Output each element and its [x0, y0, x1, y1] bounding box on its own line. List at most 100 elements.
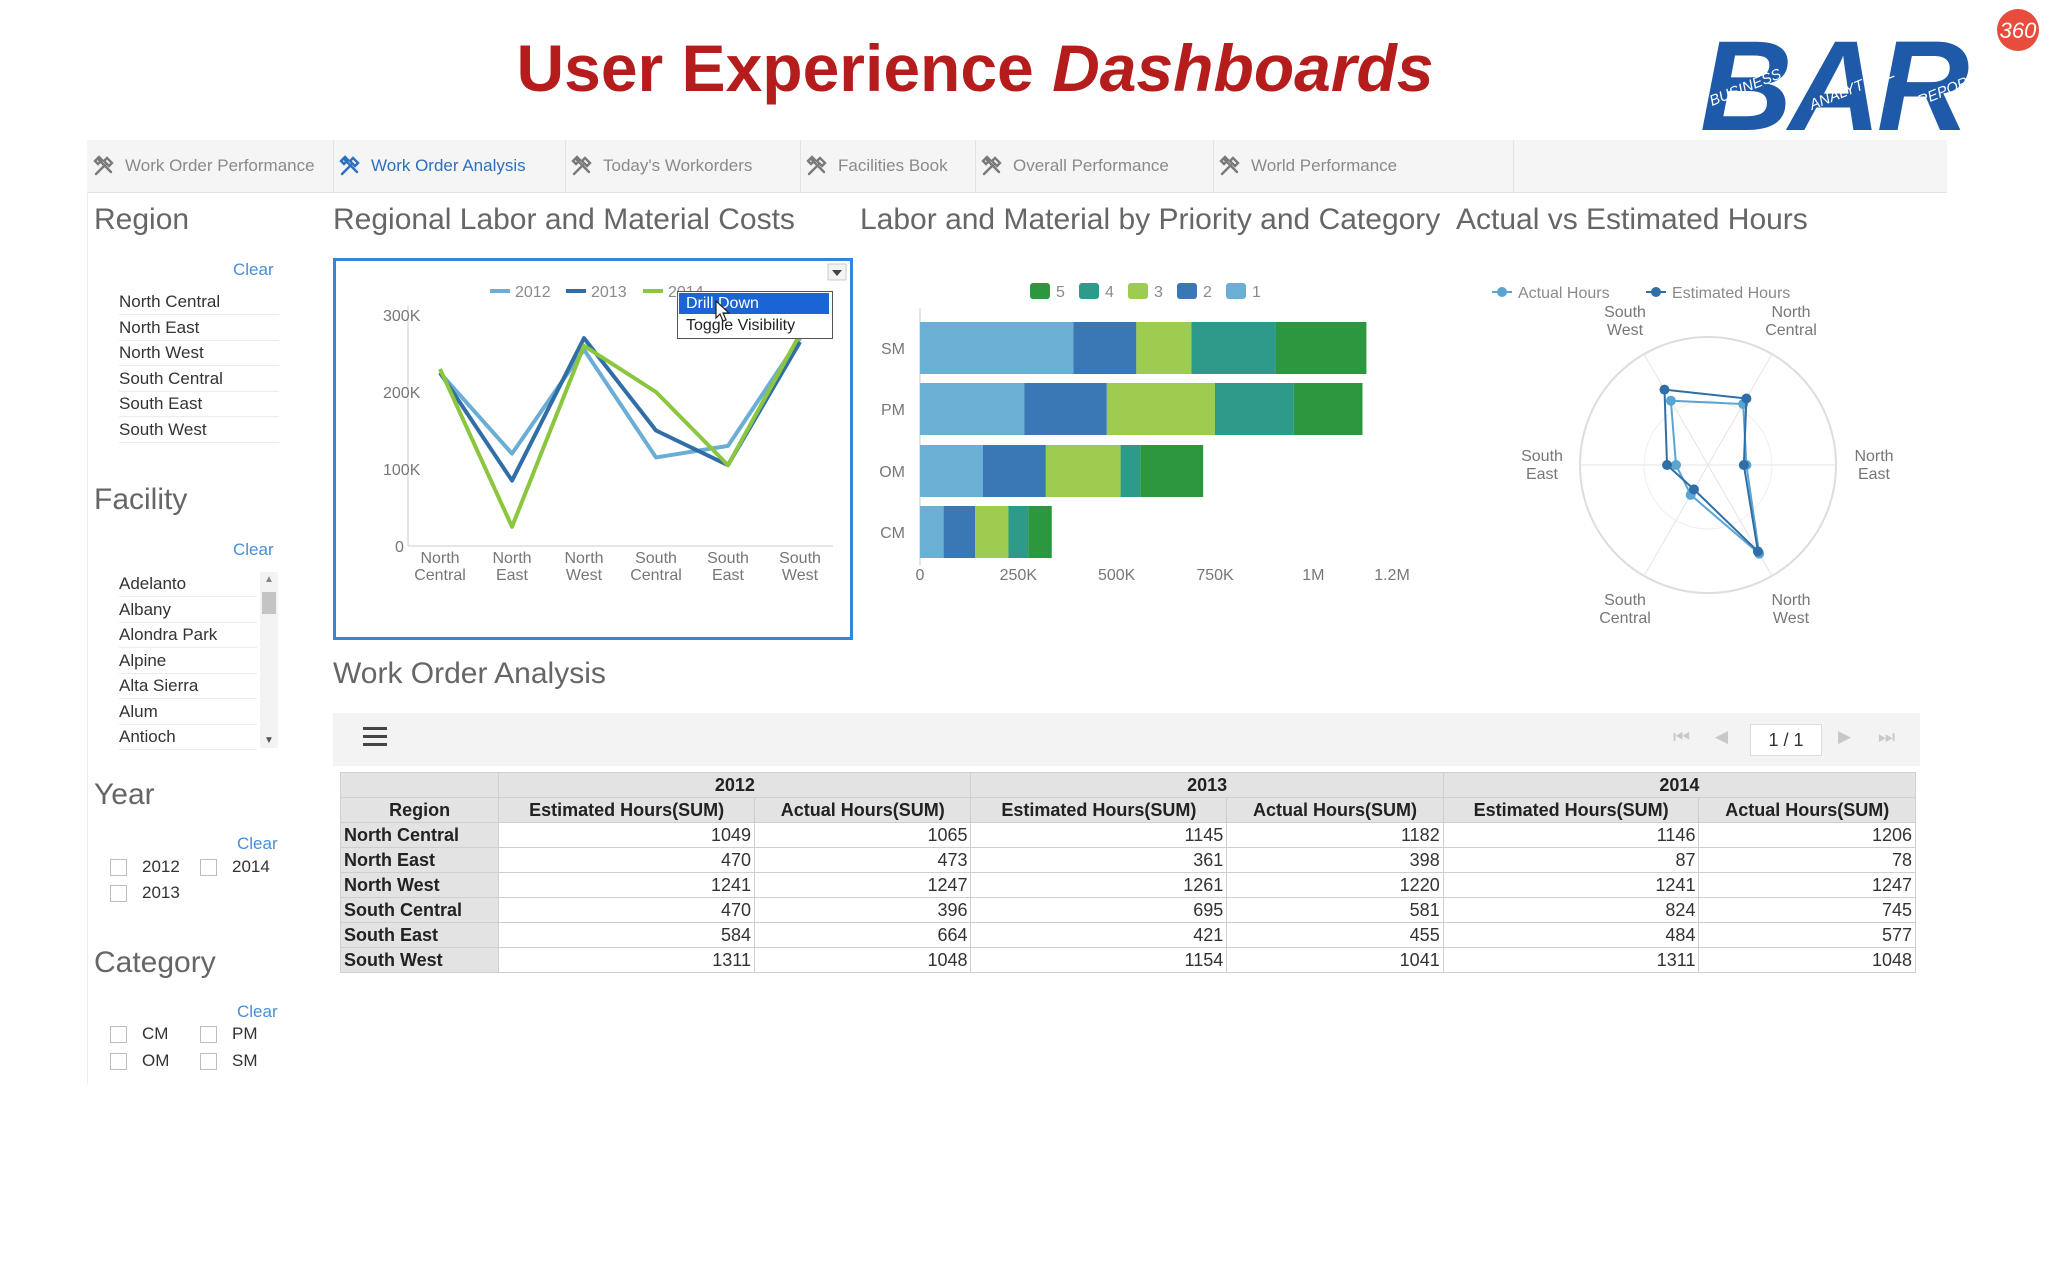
category-checkbox-pm[interactable]	[200, 1026, 217, 1043]
legend-label-estimated-hours[interactable]: Estimated Hours	[1672, 285, 1790, 302]
radar-point[interactable]	[1662, 460, 1673, 470]
bar-om-priority-2[interactable]	[982, 445, 1046, 497]
title-main: User Experience	[516, 31, 1034, 105]
prev-page-icon[interactable]: ◀	[1715, 727, 1729, 746]
category-checkbox-cm[interactable]	[110, 1026, 127, 1043]
page-indicator[interactable]: 1 / 1	[1750, 724, 1822, 756]
facility-filter-title: Facility	[94, 483, 188, 516]
category-checkbox-om[interactable]	[110, 1053, 127, 1070]
bar-cm-priority-5[interactable]	[1028, 506, 1052, 558]
legend-label-3[interactable]: 3	[1154, 284, 1163, 301]
year-checkbox-2012[interactable]	[110, 859, 127, 876]
category-clear-link[interactable]: Clear	[237, 1002, 278, 1021]
menu-item-toggle-visibility[interactable]: Toggle Visibility	[686, 317, 796, 334]
tab-facilities-book[interactable]: Facilities Book	[800, 140, 976, 192]
radar-point[interactable]	[1741, 393, 1752, 404]
work-order-analysis-title: Work Order Analysis	[333, 657, 606, 690]
facility-item-alta-sierra[interactable]: Alta Sierra	[119, 674, 257, 699]
bar-om-priority-1[interactable]	[920, 445, 983, 497]
legend-label-5[interactable]: 5	[1056, 284, 1065, 301]
scroll-up-icon[interactable]: ▲	[264, 574, 274, 585]
bar-sm-priority-3[interactable]	[1136, 322, 1192, 374]
facility-item-alpine[interactable]: Alpine	[119, 649, 257, 674]
bar-om-priority-5[interactable]	[1140, 445, 1204, 497]
legend-label-2013[interactable]: 2013	[591, 284, 627, 301]
bar-sm-priority-4[interactable]	[1191, 322, 1276, 374]
value-cell: 1154	[970, 947, 1228, 973]
radar-point[interactable]	[1671, 460, 1681, 470]
bar-pm-priority-4[interactable]	[1215, 383, 1294, 435]
actual-vs-estimated-radar-chart[interactable]: North Central North East North West South Centr…	[1456, 270, 1896, 630]
radar-point[interactable]	[1665, 395, 1676, 406]
facility-item-albany[interactable]: Albany	[119, 598, 257, 623]
region-item-north-east[interactable]: North East	[119, 316, 279, 341]
tab-world-performance[interactable]: World Performance	[1213, 140, 1514, 192]
facility-item-alondra-park[interactable]: Alondra Park	[119, 623, 257, 648]
year-checkbox-2014[interactable]	[200, 859, 217, 876]
series-line-2012[interactable]	[438, 336, 802, 460]
facility-scrollbar[interactable]: ▲ ▼	[260, 572, 278, 748]
year-checkbox-2013[interactable]	[110, 885, 127, 902]
value-cell: 1048	[1698, 947, 1916, 973]
legend-label-2[interactable]: 2	[1203, 284, 1212, 301]
table-year-header-row: 2012 2013 2014	[339, 772, 1917, 798]
bar-sm-priority-5[interactable]	[1275, 322, 1367, 374]
legend-label-2012[interactable]: 2012	[515, 284, 551, 301]
actual-hours-header: Actual Hours(SUM)	[753, 797, 972, 823]
priority-category-bar-chart[interactable]: 0 250K 500K 750K 1M 1.2M SM PM OM CM 5 4 3 2 1	[860, 270, 1440, 600]
bar-cm-priority-1[interactable]	[920, 506, 944, 558]
series-line-2014[interactable]	[438, 333, 802, 529]
region-clear-link[interactable]: Clear	[233, 260, 274, 279]
bar-cm-priority-3[interactable]	[975, 506, 1009, 558]
scrollbar-thumb[interactable]	[262, 592, 276, 614]
bar-pm-priority-3[interactable]	[1106, 383, 1215, 435]
bar-om-priority-3[interactable]	[1045, 445, 1121, 497]
value-cell: 396	[753, 897, 972, 923]
legend-swatch-2	[1177, 283, 1197, 299]
hamburger-menu-icon[interactable]	[363, 727, 387, 746]
year-clear-link[interactable]: Clear	[237, 834, 278, 853]
legend-label-4[interactable]: 4	[1105, 284, 1114, 301]
bar-cm-priority-4[interactable]	[1008, 506, 1029, 558]
tab-work-order-performance[interactable]: Work Order Performance	[87, 140, 334, 192]
bar-sm-priority-1[interactable]	[920, 322, 1074, 374]
radar-point[interactable]	[1688, 484, 1699, 495]
radar-point[interactable]	[1659, 384, 1670, 395]
category-checkbox-sm[interactable]	[200, 1053, 217, 1070]
facility-item-antioch[interactable]: Antioch	[119, 725, 257, 750]
table-row: South East 584 664 421 455 484 577	[339, 922, 1916, 948]
bar-pm-priority-1[interactable]	[920, 383, 1025, 435]
bar-cm-priority-2[interactable]	[943, 506, 976, 558]
x-tick-label: 750K	[1196, 567, 1234, 584]
bar-sm-priority-2[interactable]	[1073, 322, 1137, 374]
menu-item-drill-down[interactable]: Drill Down	[679, 293, 829, 314]
region-item-south-west[interactable]: South West	[119, 418, 279, 443]
facility-item-alum[interactable]: Alum	[119, 700, 257, 725]
y-category-label: CM	[880, 525, 905, 542]
radar-point[interactable]	[1752, 546, 1763, 557]
first-page-icon[interactable]: ⏮	[1673, 727, 1691, 748]
legend-label-1[interactable]: 1	[1252, 284, 1261, 301]
last-page-icon[interactable]: ⏭	[1878, 727, 1896, 748]
tab-today-s-workorders[interactable]: Today's Workorders	[565, 140, 801, 192]
category-filter-title: Category	[94, 946, 216, 979]
region-item-north-west[interactable]: North West	[119, 341, 279, 366]
table-column-header-row: Region Estimated Hours(SUM) Actual Hours…	[339, 797, 1916, 823]
bar-om-priority-4[interactable]	[1120, 445, 1141, 497]
radar-point[interactable]	[1738, 460, 1749, 470]
facility-clear-link[interactable]: Clear	[233, 540, 274, 559]
scroll-down-icon[interactable]: ▼	[264, 735, 274, 746]
next-page-icon[interactable]: ▶	[1838, 727, 1852, 746]
tab-overall-performance[interactable]: Overall Performance	[975, 140, 1214, 192]
region-item-north-central[interactable]: North Central	[119, 290, 279, 315]
legend-label-actual-hours[interactable]: Actual Hours	[1518, 285, 1610, 302]
region-filter-title: Region	[94, 203, 190, 236]
value-cell: 398	[1226, 847, 1444, 873]
bar-pm-priority-2[interactable]	[1024, 383, 1107, 435]
radar-axis-label: North West	[1771, 592, 1810, 627]
facility-item-adelanto[interactable]: Adelanto	[119, 572, 257, 597]
bar-pm-priority-5[interactable]	[1293, 383, 1363, 435]
region-item-south-east[interactable]: South East	[119, 392, 279, 417]
region-item-south-central[interactable]: South Central	[119, 367, 279, 392]
tab-work-order-analysis[interactable]: Work Order Analysis	[333, 140, 566, 192]
